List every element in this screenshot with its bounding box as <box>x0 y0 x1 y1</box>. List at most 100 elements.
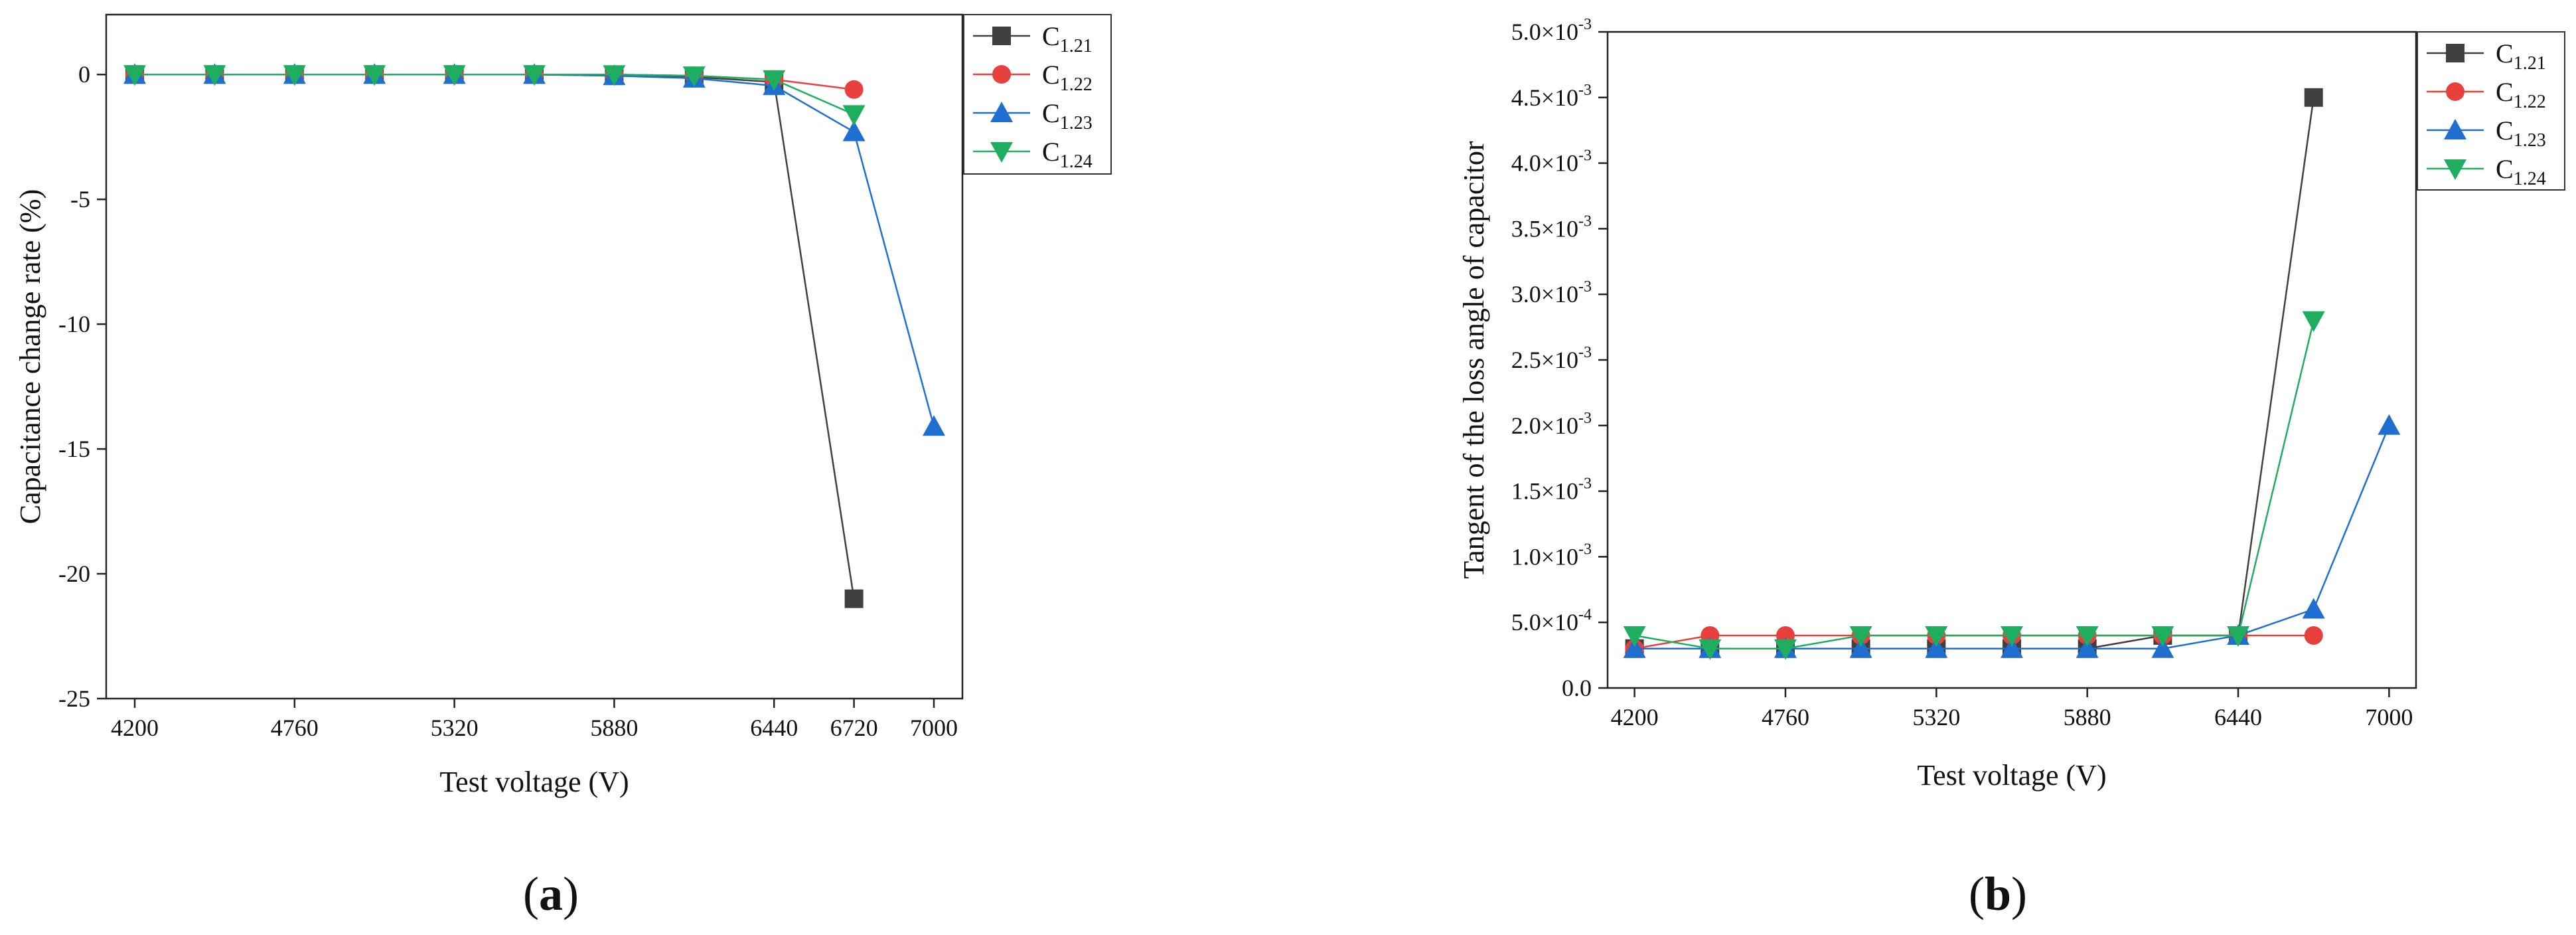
y-tick-exponent: -3 <box>1578 82 1592 99</box>
legend-marker <box>992 27 1011 45</box>
data-point-1.23 <box>1849 637 1872 658</box>
x-tick-label: 5880 <box>2064 704 2111 730</box>
legend-label: C1.21 <box>2496 39 2546 74</box>
data-point-1.24 <box>1623 626 1646 647</box>
x-tick-label: 4760 <box>1762 704 1809 730</box>
data-point-1.24 <box>842 105 866 126</box>
y-tick-label: 5.0×10-3 <box>1511 16 1592 45</box>
y-tick-mantissa: 1.5 <box>1511 478 1541 505</box>
y-tick-mantissa: 2.5 <box>1511 347 1541 373</box>
panel-label-close: ) <box>2011 867 2027 920</box>
legend-label: C1.23 <box>2496 116 2546 151</box>
y-tick-exponent: -3 <box>1578 410 1592 427</box>
data-point-1.23 <box>2302 598 2325 619</box>
y-tick-exponent: -3 <box>1578 344 1592 361</box>
y-tick-times: ×10 <box>1541 84 1578 111</box>
panel-label-letter: a <box>539 867 563 920</box>
y-tick-label: -15 <box>58 436 90 462</box>
x-tick-label: 7000 <box>910 715 958 741</box>
y-tick-label: 2.0×10-3 <box>1511 410 1592 439</box>
y-tick-label: 5.0×10-4 <box>1511 606 1592 636</box>
legend-label: C1.24 <box>2496 154 2546 189</box>
x-tick-label: 6440 <box>2214 704 2262 730</box>
y-tick-times: ×10 <box>1541 543 1578 570</box>
x-tick-label: 6720 <box>830 715 878 741</box>
y-tick-times: ×10 <box>1541 215 1578 242</box>
y-tick-mantissa: 3.5 <box>1511 215 1541 242</box>
legend-subscript: 1.23 <box>2514 130 2546 151</box>
legend-label: C1.21 <box>1042 21 1093 56</box>
data-point-1.24 <box>2076 626 2099 647</box>
panel-label: (a) <box>523 867 579 920</box>
data-point-1.24 <box>203 65 226 86</box>
legend-marker <box>2444 119 2466 139</box>
data-point-1.24 <box>1774 639 1797 660</box>
y-tick-exponent: -3 <box>1578 475 1592 493</box>
plot-frame <box>1606 31 2417 689</box>
legend-label: C1.22 <box>1042 60 1093 95</box>
series-1.24 <box>123 65 866 126</box>
data-point-1.24 <box>2001 626 2023 647</box>
data-point-1.22 <box>844 80 864 99</box>
y-tick-times: ×10 <box>1541 609 1578 636</box>
y-tick-label: 3.5×10-3 <box>1511 212 1592 242</box>
y-tick-times: ×10 <box>1541 347 1578 373</box>
y-axis-title: Tangent of the loss angle of capacitor <box>1458 141 1490 578</box>
y-tick-label: 2.5×10-3 <box>1511 344 1592 373</box>
data-point-1.23 <box>2378 414 2401 435</box>
data-point-1.22 <box>2304 626 2323 645</box>
y-tick-label: -10 <box>58 311 90 337</box>
y-tick-exponent: -3 <box>1578 541 1592 558</box>
y-tick-label: -20 <box>58 560 90 587</box>
data-point-1.23 <box>2151 637 2174 658</box>
legend-subscript: 1.22 <box>1060 74 1093 95</box>
legend-name: C <box>1042 21 1060 51</box>
y-tick-label: 3.0×10-3 <box>1511 278 1592 307</box>
data-point-1.24 <box>2151 626 2174 647</box>
legend-marker <box>990 102 1013 122</box>
legend-name: C <box>2496 154 2514 184</box>
data-point-1.23 <box>2076 637 2099 658</box>
x-tick-label: 5880 <box>590 715 638 741</box>
series-1.24 <box>1623 311 2325 660</box>
x-axis-title: Test voltage (V) <box>439 766 629 798</box>
legend-name: C <box>1042 98 1060 128</box>
x-tick-label: 6440 <box>750 715 798 741</box>
data-point-1.24 <box>603 65 626 86</box>
legend-marker <box>990 142 1013 163</box>
legend-name: C <box>2496 77 2514 107</box>
series-line-1.21 <box>1634 97 2314 649</box>
x-tick-label: 4760 <box>271 715 319 741</box>
data-point-1.23 <box>1623 637 1646 658</box>
data-point-1.24 <box>363 65 386 86</box>
data-point-1.23 <box>1925 637 1948 658</box>
y-tick-exponent: -3 <box>1578 147 1592 165</box>
x-tick-label: 4200 <box>1611 704 1659 730</box>
legend-label: C1.24 <box>1042 137 1093 172</box>
legend-marker <box>2446 44 2464 62</box>
data-point-1.24 <box>2227 626 2250 647</box>
y-tick-label: 1.0×10-3 <box>1511 541 1592 570</box>
y-tick-exponent: -3 <box>1578 212 1592 230</box>
data-point-1.24 <box>123 65 146 86</box>
y-tick-exponent: -4 <box>1578 606 1592 624</box>
y-tick-mantissa: 4.0 <box>1511 150 1541 177</box>
series-line-1.24 <box>1634 320 2314 649</box>
y-tick-label: 0 <box>78 61 90 88</box>
chart-panel-a: 4200 4760 5320 5880 6440 6720 7000 0 -5 -10 -15 -20… <box>14 13 1112 920</box>
legend-subscript: 1.21 <box>1060 36 1093 56</box>
y-tick-times: ×10 <box>1541 19 1578 45</box>
x-tick-label: 5320 <box>431 715 479 741</box>
y-tick-times: ×10 <box>1541 412 1578 439</box>
y-tick-label: 1.5×10-3 <box>1511 475 1592 505</box>
legend-name: C <box>1042 60 1060 90</box>
panel-label-close: ) <box>563 867 579 920</box>
x-axis-title: Test voltage (V) <box>1917 759 2106 792</box>
series-line-1.22 <box>135 73 854 91</box>
legend-marker <box>2446 82 2464 101</box>
legend-name: C <box>1042 137 1060 167</box>
data-point-1.21 <box>2304 88 2323 107</box>
